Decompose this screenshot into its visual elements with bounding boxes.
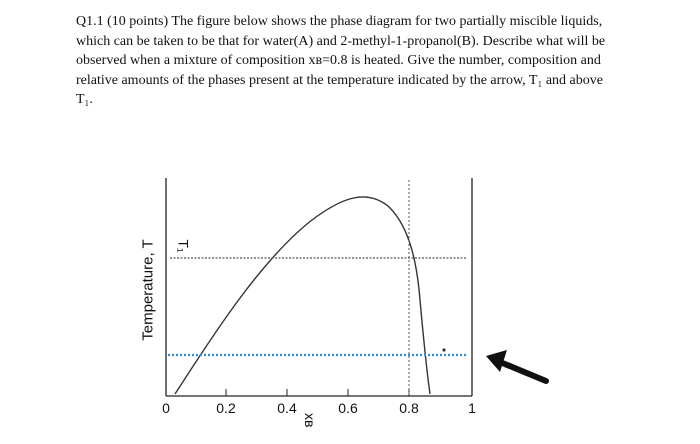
x-tick-label: 0.8 [399, 400, 419, 416]
x-axis-label: xʙ [302, 413, 318, 428]
x-ticks [225, 389, 410, 396]
question-line: observed when a mixture of composition x… [76, 53, 601, 68]
t1-label: T₁ [175, 239, 192, 253]
question-text: Q1.1 (10 points) The figure below shows … [76, 12, 676, 110]
coexistence-curve [174, 196, 431, 395]
y-axis-label: Temperature, T [139, 239, 157, 341]
question-line: relative amounts of the phases present a… [76, 72, 603, 88]
arrow-icon [486, 350, 549, 384]
x-tick-label: 0.2 [216, 400, 236, 416]
x-tick-label: 0.4 [277, 400, 297, 416]
x-tick-label: 0 [162, 400, 170, 416]
x-tick-label: 1 [468, 400, 476, 416]
question-line: T₁. [76, 92, 93, 107]
x-tick-label: 0.6 [338, 400, 358, 416]
question-line: which can be taken to be that for water(… [76, 33, 606, 49]
question-line: Q1.1 (10 points) The figure below shows … [76, 14, 603, 29]
state-point [442, 348, 446, 352]
